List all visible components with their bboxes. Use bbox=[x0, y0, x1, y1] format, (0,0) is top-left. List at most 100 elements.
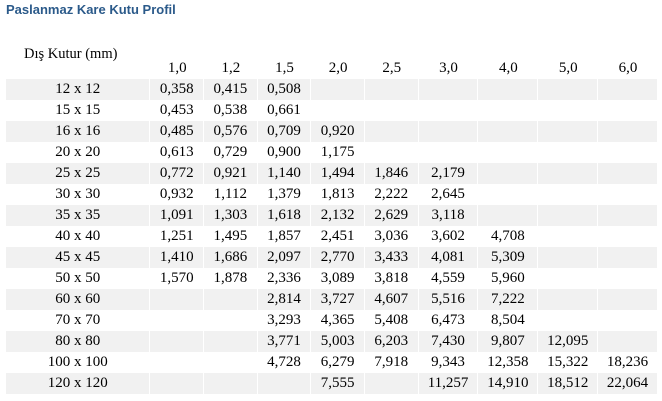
weight-cell: 0,709 bbox=[257, 121, 312, 142]
weight-cell: 0,900 bbox=[257, 142, 312, 163]
weight-cell: 1,878 bbox=[204, 268, 258, 289]
weight-cell: 1,494 bbox=[311, 163, 365, 184]
weight-cell: 6,203 bbox=[364, 331, 419, 352]
weight-cell: 3,602 bbox=[418, 226, 479, 247]
row-size-label: 45 x 45 bbox=[6, 247, 151, 268]
weight-cell bbox=[538, 100, 599, 121]
weight-cell: 12,095 bbox=[538, 331, 599, 352]
weight-cell: 1,618 bbox=[257, 205, 312, 226]
weight-cell: 2,814 bbox=[257, 289, 312, 310]
weight-cell: 0,538 bbox=[204, 100, 258, 121]
weight-cell: 1,379 bbox=[257, 184, 312, 205]
weight-cell: 4,081 bbox=[418, 247, 479, 268]
weight-cell bbox=[598, 163, 658, 184]
weight-cell bbox=[538, 205, 599, 226]
weight-cell: 1,112 bbox=[204, 184, 258, 205]
weight-cell: 9,343 bbox=[418, 352, 479, 373]
column-header-thickness: 6,0 bbox=[618, 60, 638, 76]
weight-cell: 11,257 bbox=[418, 373, 479, 394]
weight-cell: 3,118 bbox=[418, 205, 479, 226]
weight-cell bbox=[364, 100, 419, 121]
table-row: 40 x 40 1,251 1,495 1,857 2,451 3,036 3,602 4,7… bbox=[6, 226, 658, 247]
weight-cell bbox=[364, 142, 419, 163]
weight-cell: 5,003 bbox=[311, 331, 365, 352]
weight-cell: 2,222 bbox=[364, 184, 419, 205]
weight-cell: 7,430 bbox=[418, 331, 479, 352]
table-row: 35 x 35 1,091 1,303 1,618 2,132 2,629 3,118 bbox=[6, 205, 658, 226]
weight-cell: 4,607 bbox=[364, 289, 419, 310]
weight-cell bbox=[598, 79, 658, 100]
weight-cell: 0,921 bbox=[204, 163, 258, 184]
row-size-label: 70 x 70 bbox=[6, 310, 151, 331]
weight-cell bbox=[478, 184, 539, 205]
weight-cell: 0,932 bbox=[150, 184, 205, 205]
weight-cell: 1,686 bbox=[204, 247, 258, 268]
weight-cell: 7,555 bbox=[311, 373, 365, 394]
weight-cell bbox=[598, 121, 658, 142]
column-header-thickness: 4,0 bbox=[498, 60, 518, 76]
weight-cell bbox=[150, 352, 205, 373]
weight-cell bbox=[478, 121, 539, 142]
weight-cell: 3,771 bbox=[257, 331, 312, 352]
table-row: 12 x 12 0,358 0,415 0,508 bbox=[6, 79, 658, 100]
weight-cell bbox=[150, 331, 205, 352]
weight-cell bbox=[598, 142, 658, 163]
table-row: 20 x 20 0,613 0,729 0,900 1,175 bbox=[6, 142, 658, 163]
row-size-label: 16 x 16 bbox=[6, 121, 151, 142]
weight-cell: 4,728 bbox=[257, 352, 312, 373]
weight-cell bbox=[598, 289, 658, 310]
row-size-label: 30 x 30 bbox=[6, 184, 151, 205]
weight-cell: 4,365 bbox=[311, 310, 365, 331]
weight-cell: 15,322 bbox=[538, 352, 599, 373]
weight-cell: 1,846 bbox=[364, 163, 419, 184]
weight-cell bbox=[478, 100, 539, 121]
weight-cell: 1,303 bbox=[204, 205, 258, 226]
weight-cell bbox=[478, 163, 539, 184]
weight-cell bbox=[538, 226, 599, 247]
weight-cell: 1,495 bbox=[204, 226, 258, 247]
table-row: 15 x 15 0,453 0,538 0,661 bbox=[6, 100, 658, 121]
column-header-thickness: 1,2 bbox=[221, 60, 241, 76]
weight-cell: 0,772 bbox=[150, 163, 205, 184]
weight-cell bbox=[598, 310, 658, 331]
row-size-label: 100 x 100 bbox=[6, 352, 151, 373]
weight-cell bbox=[598, 205, 658, 226]
weight-cell bbox=[538, 289, 599, 310]
weight-cell: 18,236 bbox=[598, 352, 658, 373]
weight-cell: 2,336 bbox=[257, 268, 312, 289]
table-row: 100 x 100 4,728 6,279 7,918 9,343 12,358 15,32… bbox=[6, 352, 658, 373]
weight-cell bbox=[257, 373, 312, 394]
weight-cell: 12,358 bbox=[478, 352, 539, 373]
weight-cell bbox=[150, 373, 205, 394]
weight-cell: 0,453 bbox=[150, 100, 205, 121]
table-row: 45 x 45 1,410 1,686 2,097 2,770 3,433 4,081 5,3… bbox=[6, 247, 658, 268]
weight-cell: 1,813 bbox=[311, 184, 365, 205]
weight-cell bbox=[478, 205, 539, 226]
row-size-label: 20 x 20 bbox=[6, 142, 151, 163]
weight-cell: 1,857 bbox=[257, 226, 312, 247]
weight-cell: 14,910 bbox=[478, 373, 539, 394]
table-row: 25 x 25 0,772 0,921 1,140 1,494 1,846 2,179 bbox=[6, 163, 658, 184]
weight-cell: 0,613 bbox=[150, 142, 205, 163]
column-header-thickness: 2,5 bbox=[382, 60, 402, 76]
weight-cell bbox=[598, 184, 658, 205]
weight-cell bbox=[204, 373, 258, 394]
weight-cell bbox=[311, 100, 365, 121]
weight-cell: 3,818 bbox=[364, 268, 419, 289]
weight-cell bbox=[418, 142, 479, 163]
weight-cell: 2,132 bbox=[311, 205, 365, 226]
weight-cell: 4,559 bbox=[418, 268, 479, 289]
column-header-thickness: 1,5 bbox=[275, 60, 294, 76]
weight-cell bbox=[598, 226, 658, 247]
table-row: 50 x 50 1,570 1,878 2,336 3,089 3,818 4,559 5,9… bbox=[6, 268, 658, 289]
weight-cell: 9,807 bbox=[478, 331, 539, 352]
weight-cell bbox=[150, 310, 205, 331]
weight-cell bbox=[204, 310, 258, 331]
row-size-label: 120 x 120 bbox=[6, 373, 151, 394]
weight-cell: 0,661 bbox=[257, 100, 312, 121]
size-column-header: Dış Kutur (mm) bbox=[24, 46, 118, 62]
weight-cell: 0,729 bbox=[204, 142, 258, 163]
weight-cell: 0,508 bbox=[257, 79, 312, 100]
weight-cell: 0,485 bbox=[150, 121, 205, 142]
weight-cell bbox=[204, 289, 258, 310]
